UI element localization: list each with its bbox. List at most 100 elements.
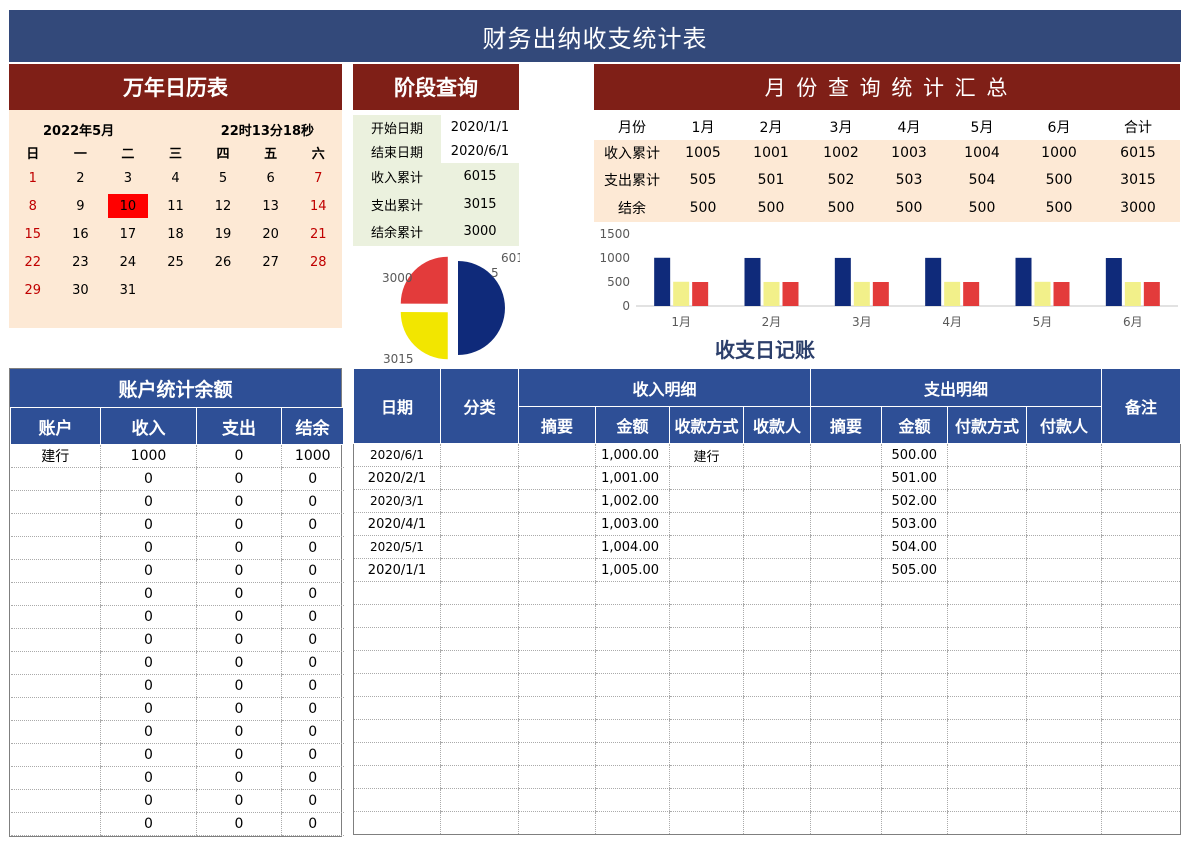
calendar-day[interactable]: 23 xyxy=(72,254,89,270)
account-cell: 0 xyxy=(196,674,282,698)
calendar-day[interactable]: 29 xyxy=(24,282,42,298)
ledger-cell xyxy=(518,811,596,835)
ledger-income-amount: 1,005.00 xyxy=(595,558,670,582)
calendar-weekday: 二 xyxy=(121,146,135,162)
account-cell: 0 xyxy=(100,536,197,560)
ledger-cell xyxy=(1026,719,1102,743)
calendar-header: 万年日历表 xyxy=(9,64,342,110)
stage-query-value[interactable]: 2020/6/1 xyxy=(441,139,519,163)
income-col-header: 摘要 xyxy=(518,406,596,444)
calendar-day[interactable]: 17 xyxy=(119,226,137,242)
table-row xyxy=(353,604,1181,628)
ledger-income-payee xyxy=(742,443,811,467)
ledger-income-method xyxy=(669,558,744,582)
calendar-day[interactable]: 8 xyxy=(28,198,37,214)
calendar-day[interactable]: 24 xyxy=(119,254,137,270)
ledger-cell xyxy=(810,788,882,812)
calendar-day[interactable]: 1 xyxy=(28,170,37,186)
ledger-expense-summary xyxy=(810,466,882,490)
expense-col-header: 摘要 xyxy=(810,406,883,444)
ledger-cell xyxy=(595,696,670,720)
calendar-day[interactable]: 14 xyxy=(309,198,327,214)
table-row: 2020/6/1 1,000.00 建行 500.00 xyxy=(353,443,1181,467)
calendar-day[interactable]: 7 xyxy=(314,170,323,186)
calendar-day[interactable]: 18 xyxy=(167,226,184,242)
ledger-cell xyxy=(440,765,519,789)
calendar-day[interactable]: 3 xyxy=(123,170,133,186)
ledger-cell xyxy=(742,650,811,674)
account-col-header: 支出 xyxy=(196,407,282,445)
calendar-day[interactable]: 31 xyxy=(119,282,137,298)
account-cell: 0 xyxy=(196,467,282,491)
ledger-income-payee xyxy=(742,512,811,536)
ledger-cell xyxy=(669,627,744,651)
ledger-cell xyxy=(947,581,1027,605)
account-cell: 0 xyxy=(100,789,197,813)
calendar-day[interactable]: 12 xyxy=(214,198,232,214)
account-cell: 0 xyxy=(281,490,344,514)
calendar-day[interactable]: 10 xyxy=(108,194,148,218)
account-balance-panel: 账户统计余额 账户 收入 支出 结余 建行 1000 0 1000 0 0 0 0 0 0 0 0 0 0 0 0 0… xyxy=(9,368,344,837)
bar-s2 xyxy=(763,281,780,306)
ledger-cell xyxy=(595,627,670,651)
table-row xyxy=(353,673,1181,697)
calendar-month: 2022年5月 xyxy=(43,124,115,139)
calendar-day[interactable]: 20 xyxy=(262,226,279,242)
ledger-cell xyxy=(947,811,1027,835)
stage-query-panel: 开始日期 2020/1/1 结束日期 2020/6/1 收入累计 6015 支出累计 3015… xyxy=(353,110,519,246)
calendar-day[interactable]: 13 xyxy=(262,198,279,214)
calendar-day[interactable]: 22 xyxy=(24,254,42,270)
account-cell: 0 xyxy=(100,628,197,652)
ledger-cell xyxy=(353,696,441,720)
ledger-cell xyxy=(947,765,1027,789)
bar-s2 xyxy=(853,281,870,306)
y-tick-label: 1000 xyxy=(599,251,630,265)
pie-chart: 601 5 3000 3015 xyxy=(382,251,520,366)
income-col-header: 金额 xyxy=(595,406,670,444)
ledger-cell xyxy=(669,604,744,628)
table-row xyxy=(353,788,1181,812)
ledger-cell xyxy=(947,742,1027,766)
monthly-col-header: 6月 xyxy=(1047,119,1071,136)
ledger-cell xyxy=(1026,627,1102,651)
x-tick-label: 5月 xyxy=(1033,315,1053,329)
calendar-day[interactable]: 6 xyxy=(266,170,275,186)
ledger-category xyxy=(440,558,519,582)
stage-query-value: 6015 xyxy=(441,163,519,191)
ledger-cell xyxy=(518,673,596,697)
calendar-day[interactable]: 28 xyxy=(309,254,327,270)
ledger-note xyxy=(1101,512,1181,536)
ledger-cell xyxy=(947,650,1027,674)
ledger-cell xyxy=(595,811,670,835)
monthly-cell: 结余 xyxy=(618,200,646,217)
calendar-day[interactable]: 4 xyxy=(171,170,180,186)
stage-query-value[interactable]: 2020/1/1 xyxy=(441,115,519,139)
table-row xyxy=(353,742,1181,766)
calendar-day[interactable]: 16 xyxy=(72,226,89,242)
calendar-day[interactable]: 15 xyxy=(24,226,42,242)
ledger-category xyxy=(440,443,519,467)
calendar-day[interactable]: 2 xyxy=(76,170,85,186)
ledger-date: 2020/3/1 xyxy=(353,489,441,513)
table-row xyxy=(353,719,1181,743)
calendar-day[interactable]: 30 xyxy=(72,282,89,298)
ledger-income-summary xyxy=(518,466,596,490)
account-cell: 0 xyxy=(196,651,282,675)
ledger-expense-method xyxy=(947,489,1027,513)
calendar-day[interactable]: 25 xyxy=(167,254,184,270)
calendar-day[interactable]: 9 xyxy=(76,198,85,214)
ledger-title: 收支日记账 xyxy=(715,338,815,362)
calendar-day[interactable]: 5 xyxy=(218,170,228,186)
monthly-row: 支出累计 505 501 502 503 504 500 3015 xyxy=(594,166,1180,193)
calendar-day[interactable]: 21 xyxy=(309,226,327,242)
calendar-day[interactable]: 19 xyxy=(214,226,232,242)
calendar-day[interactable]: 11 xyxy=(167,198,184,214)
calendar-day[interactable]: 27 xyxy=(262,254,279,270)
calendar-day[interactable]: 26 xyxy=(214,254,232,270)
account-cell: 0 xyxy=(281,628,344,652)
account-cell: 0 xyxy=(100,697,197,721)
